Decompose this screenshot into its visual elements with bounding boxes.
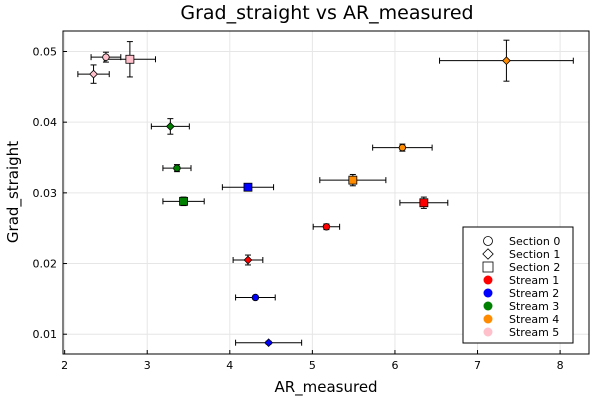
data-point <box>322 223 331 231</box>
legend-label: Section 1 <box>509 248 560 261</box>
data-point <box>173 164 181 172</box>
x-tick-label: 3 <box>144 359 151 372</box>
x-axis-title: AR_measured <box>274 378 377 397</box>
x-tick-label: 6 <box>391 359 398 372</box>
legend-label: Stream 1 <box>509 274 559 287</box>
y-tick-label: 0.03 <box>33 187 58 200</box>
data-point <box>243 255 253 265</box>
legend-marker <box>483 327 493 337</box>
y-axis-title: Grad_straight <box>4 141 23 243</box>
data-point <box>243 182 253 192</box>
y-tick-label: 0.02 <box>33 258 58 271</box>
y-tick-label: 0.04 <box>33 116 58 129</box>
x-tick-label: 8 <box>557 359 564 372</box>
data-point <box>102 53 110 61</box>
data-point <box>398 143 407 152</box>
legend-label: Section 2 <box>509 261 560 274</box>
data-point <box>89 69 98 79</box>
x-tick-label: 2 <box>61 359 68 372</box>
legend-marker <box>483 314 493 324</box>
chart-title: Grad_straight vs AR_measured <box>180 2 473 24</box>
data-markers <box>89 53 511 348</box>
y-tick-label: 0.05 <box>33 45 58 58</box>
x-tick-label: 7 <box>474 359 481 372</box>
x-tick-label: 5 <box>309 359 316 372</box>
legend-marker <box>483 288 493 298</box>
data-point <box>502 56 511 66</box>
data-point <box>165 122 175 131</box>
data-point <box>348 175 358 185</box>
legend-label: Section 0 <box>509 235 560 248</box>
legend-label: Stream 2 <box>509 287 559 300</box>
data-point <box>125 54 135 64</box>
legend-label: Stream 4 <box>509 313 559 326</box>
data-point <box>419 198 429 208</box>
axis-ticks: 2 3 4 5 6 7 8 0.01 0.02 0.03 0.04 0.05 <box>33 45 564 372</box>
data-point <box>251 293 260 302</box>
data-point <box>179 196 188 206</box>
x-tick-label: 4 <box>226 359 233 372</box>
legend-label: Stream 5 <box>509 326 559 339</box>
legend-marker <box>483 236 493 246</box>
legend-marker <box>483 275 493 285</box>
y-tick-label: 0.01 <box>33 328 58 341</box>
legend-marker <box>482 248 494 260</box>
legend-marker <box>483 301 493 311</box>
legend-box <box>462 226 574 344</box>
legend-marker <box>482 261 494 273</box>
legend-label: Stream 3 <box>509 300 559 313</box>
data-point <box>264 338 273 348</box>
